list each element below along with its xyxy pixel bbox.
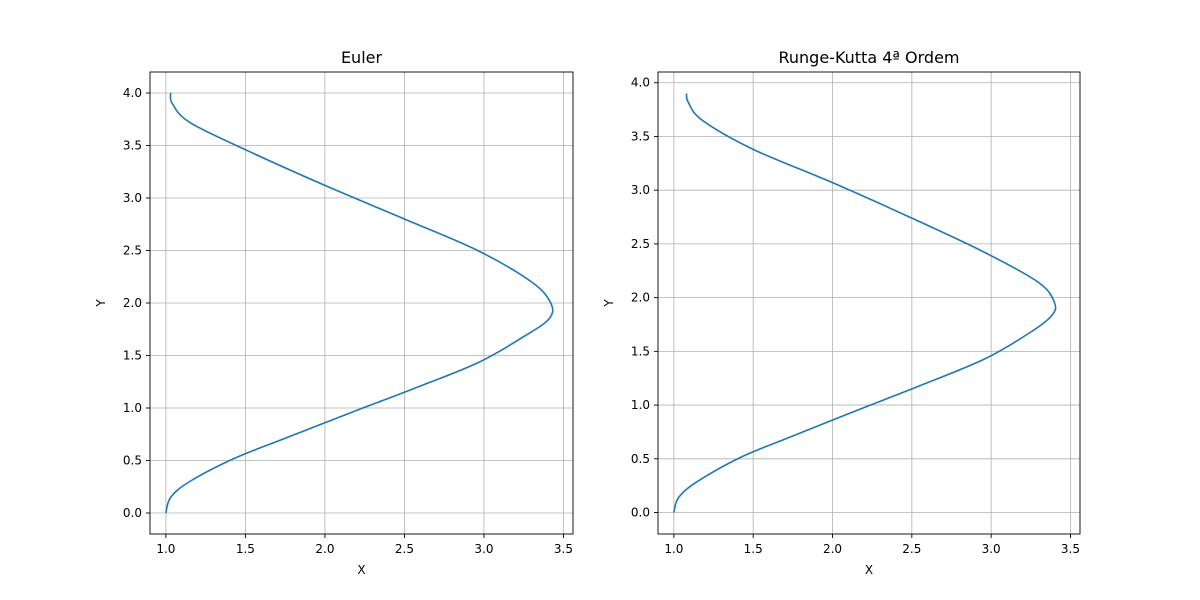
y-axis-label: Y [602,299,616,308]
x-tick-label: 2.5 [902,542,921,556]
series-line-1 [673,93,1057,513]
y-tick-label: 1.0 [631,398,650,412]
axes-frame [657,71,1081,535]
x-tick-label: 1.5 [236,542,255,556]
y-tick-label: 1.5 [123,349,142,363]
x-axis-label: X [865,563,873,577]
y-tick-label: 4.0 [631,76,650,90]
chart-title: Runge-Kutta 4ª Ordem [778,48,959,67]
y-tick-label: 3.5 [123,139,142,153]
x-tick-label: 3.0 [474,542,493,556]
series-line-1 [165,92,554,514]
y-tick-label: 2.5 [123,244,142,258]
y-tick-label: 2.0 [123,296,142,310]
y-axis-label: Y [94,299,108,308]
y-tick-label: 0.0 [631,506,650,520]
x-tick-label: 2.0 [823,542,842,556]
chart-panel-1: 1.0 1.5 2.0 2.5 3.0 3.5 0.0 0.5 1.0 1.5 2.0 2.5 3.0 3… [94,48,574,577]
x-tick-label: 2.5 [395,542,414,556]
x-axis-label: X [357,563,365,577]
y-tick-label: 3.0 [123,191,142,205]
y-tick-label: 2.0 [631,291,650,305]
x-tick-label: 3.5 [1061,542,1080,556]
x-tick-label: 3.5 [554,542,573,556]
x-tick-label: 3.0 [982,542,1001,556]
x-tick-label: 1.0 [664,542,683,556]
chart-title: Euler [341,48,383,67]
chart-panel-2: 1.0 1.5 2.0 2.5 3.0 3.5 0.0 0.5 1.0 1.5 2.0 2.5 3.0 3… [602,48,1081,577]
y-tick-label: 3.5 [631,129,650,143]
y-tick-label: 1.0 [123,401,142,415]
y-tick-label: 2.5 [631,237,650,251]
x-tick-label: 2.0 [315,542,334,556]
y-tick-label: 0.5 [123,454,142,468]
x-tick-label: 1.5 [744,542,763,556]
y-tick-label: 0.5 [631,452,650,466]
y-tick-label: 0.0 [123,506,142,520]
y-tick-label: 3.0 [631,183,650,197]
y-tick-label: 1.5 [631,344,650,358]
y-tick-label: 4.0 [123,86,142,100]
x-tick-label: 1.0 [156,542,175,556]
